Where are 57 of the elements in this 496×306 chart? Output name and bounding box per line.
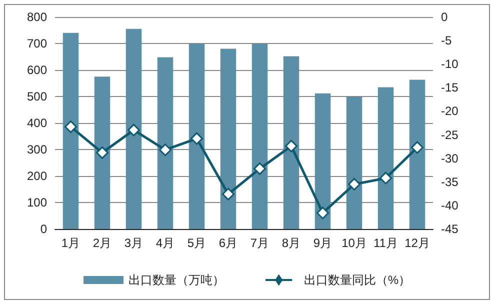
bar xyxy=(409,80,426,229)
x-tick-label: 7月 xyxy=(250,236,270,250)
point xyxy=(190,132,203,145)
point xyxy=(348,178,360,190)
x-tick-label: 9月 xyxy=(313,236,332,250)
x-tick-label: 6月 xyxy=(218,236,238,250)
point xyxy=(285,140,298,152)
y2-tick-label: -45 xyxy=(441,222,459,236)
bar xyxy=(94,76,110,229)
y2-tick-label: -25 xyxy=(441,128,459,142)
y-tick-label: 400 xyxy=(26,116,48,130)
bar xyxy=(314,93,331,229)
x-tick-label: 12月 xyxy=(404,236,430,250)
x-tick-label: 11月 xyxy=(374,236,398,250)
x-tick-label: 1月 xyxy=(61,236,80,250)
bar xyxy=(378,87,394,229)
y2-tick-label: -15 xyxy=(441,80,459,95)
x-tick-label: 10月 xyxy=(342,236,367,250)
x-tick-label: 5月 xyxy=(187,236,206,250)
x-tick-label: 3月 xyxy=(124,236,144,250)
y-tick-label: 700 xyxy=(26,36,48,50)
bar xyxy=(220,48,236,229)
y-tick-label: 200 xyxy=(26,169,48,183)
y-tick-label: 100 xyxy=(26,196,48,210)
point xyxy=(254,162,266,175)
bar xyxy=(283,56,300,229)
point xyxy=(316,206,329,220)
y2-tick-label: -35 xyxy=(441,174,459,189)
legend-label: 出口数量同比（%） xyxy=(304,273,411,287)
y2-tick-label: -40 xyxy=(441,198,459,212)
y-tick-label: 500 xyxy=(26,90,48,104)
bar xyxy=(346,96,362,229)
x-tick-label: 2月 xyxy=(92,236,112,250)
y2-tick-label: 0 xyxy=(441,10,448,24)
y-tick-label: 0 xyxy=(40,222,48,236)
bar xyxy=(188,44,205,229)
point xyxy=(64,120,77,134)
y2-tick-label: -10 xyxy=(441,57,459,72)
legend-label: 出口数量（万吨） xyxy=(128,273,224,287)
point xyxy=(222,188,234,200)
y-tick-label: 300 xyxy=(26,142,48,156)
point xyxy=(411,141,424,154)
bar xyxy=(157,57,174,229)
point xyxy=(380,172,392,184)
point xyxy=(128,124,140,136)
y2-tick-label: -5 xyxy=(441,34,452,48)
y2-tick-label: -20 xyxy=(441,104,459,118)
y-tick-label: 600 xyxy=(26,63,48,77)
point xyxy=(159,144,172,156)
point xyxy=(96,146,108,159)
x-tick-label: 4月 xyxy=(156,236,175,250)
bar xyxy=(252,44,268,229)
bar xyxy=(62,32,79,229)
y-tick-label: 800 xyxy=(26,10,48,24)
bar xyxy=(126,28,142,229)
y2-tick-label: -30 xyxy=(441,151,459,166)
x-tick-label: 8月 xyxy=(282,236,301,250)
